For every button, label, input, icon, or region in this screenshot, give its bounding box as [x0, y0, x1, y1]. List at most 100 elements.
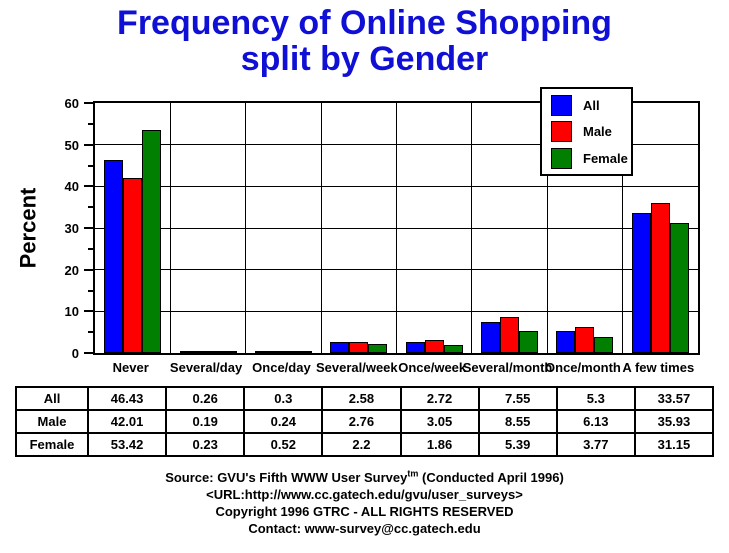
bar-female-2 — [217, 351, 237, 353]
x-tick-label-text: Never — [112, 359, 149, 375]
y-axis-title-text: Percent — [15, 187, 40, 269]
y-tick-label: 10 — [64, 304, 79, 320]
bar-male-2 — [198, 351, 218, 353]
bar-male-3 — [273, 351, 293, 353]
table-cell: 2.58 — [321, 386, 402, 411]
table-cell: 0.52 — [243, 432, 324, 457]
table-cell: 5.3 — [555, 386, 636, 411]
y-tick-label: 0 — [71, 346, 79, 361]
footer-source-prefix: Source: GVU's Fifth WWW User Survey — [165, 470, 408, 485]
y-minor-tick — [88, 122, 93, 125]
gridline-vertical — [169, 103, 171, 353]
bar-male-5 — [424, 340, 444, 353]
bar-female-8 — [669, 223, 689, 353]
bar-all-8 — [631, 213, 651, 353]
y-minor-tick — [88, 289, 93, 292]
y-major-tick — [84, 227, 93, 229]
footer-source-suffix: (Conducted April 1996) — [418, 470, 564, 485]
gridline-vertical — [320, 103, 322, 353]
table-row-female: Female 53.42 0.23 0.52 2.2 1.86 5.39 3.77 31.15 — [15, 432, 715, 457]
gridline-vertical — [245, 103, 247, 353]
x-tick-label: A few times — [621, 359, 696, 375]
table-row-male: Male 42.01 0.19 0.24 2.76 3.05 8.55 6.13 35.93 — [15, 409, 715, 434]
gridline-vertical — [546, 103, 548, 353]
table-cell: 1.86 — [399, 432, 480, 457]
bar-female-4 — [368, 343, 388, 353]
y-tick-label: 20 — [64, 262, 79, 278]
table-row-all: All 46.43 0.26 0.3 2.58 2.72 7.55 5.3 33.57 — [15, 386, 715, 411]
y-minor-tick — [88, 247, 93, 250]
bar-all-5 — [405, 341, 425, 353]
chart-title-line2: split by Gender — [240, 40, 489, 78]
legend-swatch-male — [551, 121, 572, 142]
x-tick-label: Once/month — [545, 359, 621, 375]
x-axis-labels: Never Several/day Once/day Several/week Once… — [93, 359, 700, 375]
chart-title: Frequency of Online Shopping split by Ge… — [0, 5, 729, 77]
legend: All Male Female — [540, 87, 633, 176]
bar-male-1 — [123, 177, 143, 353]
data-table: All 46.43 0.26 0.3 2.58 2.72 7.55 5.3 33.57 Male 4… — [15, 386, 715, 457]
bar-all-3 — [254, 351, 274, 353]
x-tick-label: Once/week — [395, 359, 470, 375]
bar-female-5 — [443, 345, 463, 353]
bar-female-6 — [519, 330, 539, 353]
footer-copyright-line: Copyright 1996 GTRC - ALL RIGHTS RESERVE… — [215, 504, 514, 519]
y-major-tick — [84, 310, 93, 313]
bar-all-2 — [179, 351, 199, 353]
x-tick-label-text: Several/month — [462, 359, 553, 375]
x-tick-label-text: Once/day — [252, 359, 311, 375]
x-tick-label-text: Once/week — [398, 359, 467, 375]
footer-contact-line: Contact: www-survey@cc.gatech.edu — [248, 521, 481, 536]
y-axis: 0 10 20 30 40 50 60 — [50, 97, 93, 360]
y-tick-label: 30 — [64, 221, 79, 236]
chart-title-line1: Frequency of Online Shopping — [117, 4, 612, 42]
row-label: Female — [15, 432, 89, 457]
table-cell: 0.23 — [165, 432, 246, 457]
y-tick-label: 50 — [64, 137, 79, 153]
table-cell: 7.55 — [477, 386, 558, 411]
bar-all-7 — [556, 330, 576, 353]
gridline-vertical — [622, 103, 624, 353]
y-major-tick — [84, 102, 93, 104]
table-cell: 5.39 — [477, 432, 558, 457]
legend-item-male: Male — [551, 121, 631, 142]
y-major-tick — [84, 268, 93, 271]
legend-item-female: Female — [551, 147, 631, 169]
table-cell: 31.15 — [633, 432, 715, 457]
x-tick-label: Several/day — [168, 359, 243, 375]
x-tick-label: Several/week — [316, 359, 398, 375]
y-tick-label: 40 — [64, 179, 79, 195]
gridline-vertical — [471, 103, 473, 353]
bar-female-3 — [292, 350, 312, 353]
bar-all-6 — [481, 321, 501, 353]
bar-all-4 — [330, 342, 350, 353]
table-cell: 3.05 — [399, 409, 480, 434]
y-axis-title: Percent — [14, 101, 42, 355]
table-cell: 53.42 — [86, 432, 168, 457]
bar-male-7 — [575, 327, 595, 353]
row-label: Male — [15, 409, 89, 434]
y-minor-tick — [88, 164, 93, 167]
x-tick-label-text: Once/month — [545, 359, 621, 375]
row-label: All — [15, 386, 89, 411]
table-cell: 46.43 — [86, 386, 168, 411]
table-cell: 0.24 — [243, 409, 324, 434]
footer-source-line: Source: GVU's Fifth WWW User Surveytm (C… — [0, 469, 729, 486]
y-major-tick — [84, 352, 93, 354]
x-tick-label-text: Several/day — [169, 359, 243, 375]
table-cell: 0.19 — [165, 409, 246, 434]
bar-all-1 — [104, 159, 124, 353]
legend-label: Female — [583, 150, 628, 166]
legend-item-all: All — [551, 94, 631, 116]
table-cell: 0.26 — [165, 386, 246, 411]
bar-female-7 — [594, 337, 614, 353]
table-cell: 33.57 — [633, 386, 715, 411]
y-major-tick — [84, 143, 93, 146]
legend-swatch-all — [551, 94, 572, 116]
table-cell: 2.2 — [321, 432, 402, 457]
table-cell: 0.3 — [243, 386, 324, 411]
x-tick-label-text: Several/week — [315, 359, 398, 375]
legend-label: Male — [583, 124, 612, 139]
table-cell: 2.76 — [321, 409, 402, 434]
